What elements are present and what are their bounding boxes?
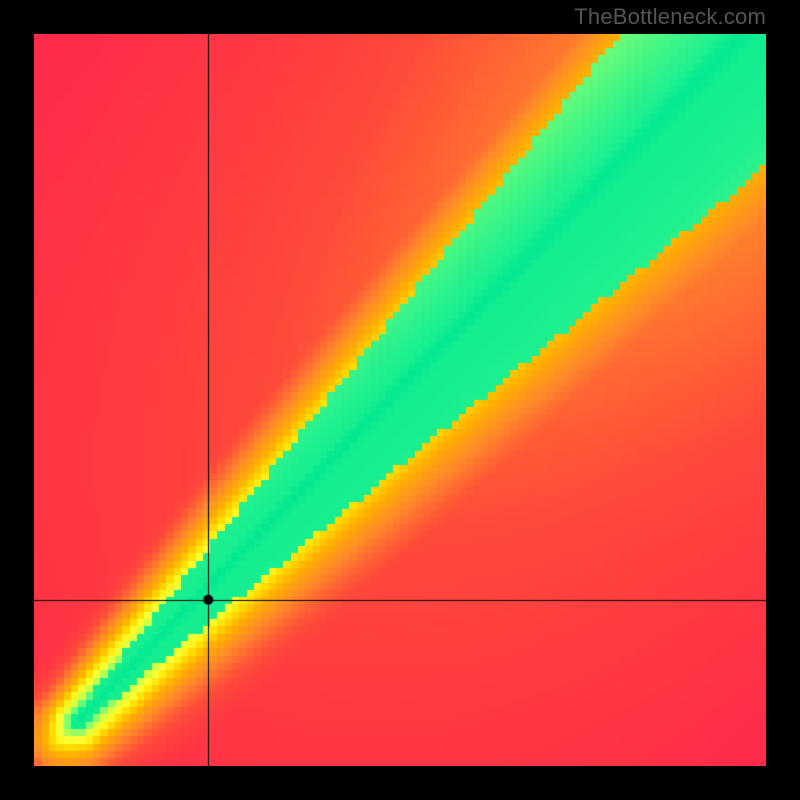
watermark-text: TheBottleneck.com (574, 4, 766, 30)
chart-frame: TheBottleneck.com (0, 0, 800, 800)
bottleneck-heatmap (34, 34, 766, 766)
